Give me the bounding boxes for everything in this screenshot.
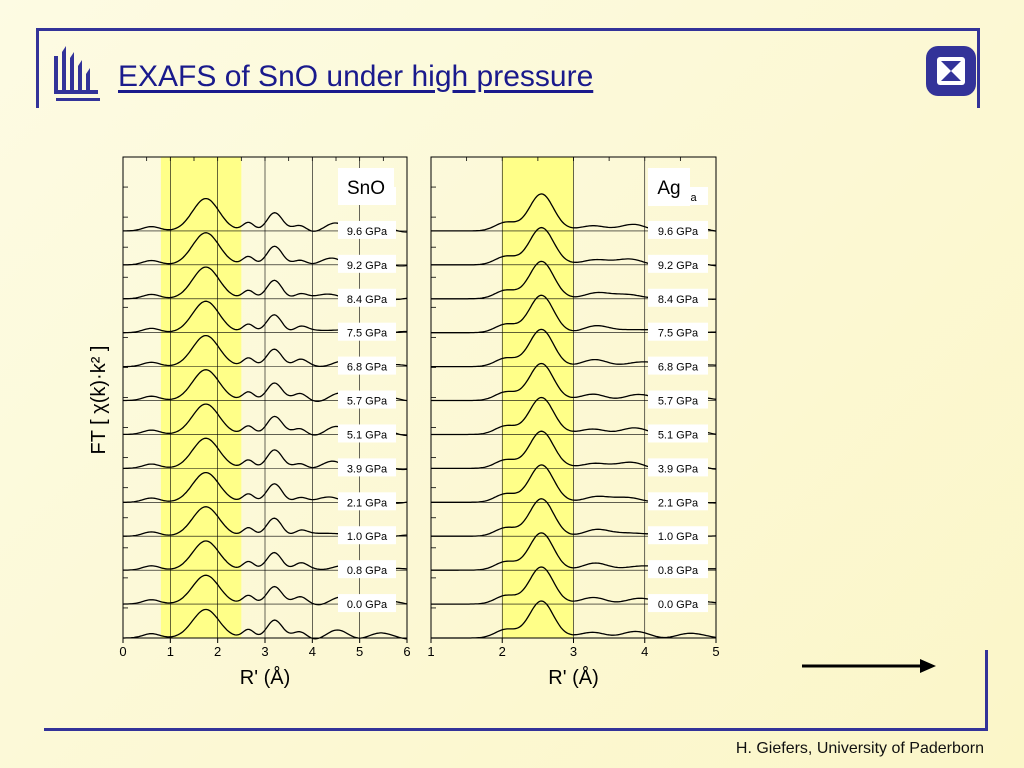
sample-name-box xyxy=(648,168,690,206)
series-label-box xyxy=(338,254,396,273)
highlight-band xyxy=(502,157,574,638)
right-arrow-icon xyxy=(802,659,936,673)
footer-credit: H. Giefers, University of Paderborn xyxy=(735,740,984,757)
x-axis-label: R' (Å) xyxy=(548,666,598,689)
series-label: 3.9 GPa xyxy=(347,463,388,475)
slide-title: EXAFS of SnO under high pressure xyxy=(118,60,594,93)
series-label: 8.4 GPa xyxy=(658,294,699,306)
series-label-box xyxy=(648,560,708,579)
series-label: 5.7 GPa xyxy=(658,396,699,408)
frame-bottom-right-bar xyxy=(985,650,988,730)
series-label-box xyxy=(648,254,708,273)
series-label: 2.1 GPa xyxy=(658,497,699,509)
series-label-box xyxy=(338,526,396,545)
x-tick-label: 5 xyxy=(356,644,363,659)
series-label-box xyxy=(338,322,396,341)
series-label-box xyxy=(338,288,396,307)
x-tick-label: 1 xyxy=(427,644,434,659)
frame-top-right-bar xyxy=(977,28,980,108)
series-label: 7.5 GPa xyxy=(347,328,388,340)
series-label: 8.4 GPa xyxy=(347,294,388,306)
highlight-band xyxy=(160,157,242,638)
series-label-box xyxy=(648,424,708,443)
series-label: 1.0 GPa xyxy=(658,531,699,543)
series-label: 5.1 GPa xyxy=(658,429,699,441)
university-logo-icon xyxy=(54,46,100,101)
x-axis-label: R' (Å) xyxy=(240,666,290,689)
series-label-box xyxy=(338,356,396,375)
x-tick-label: 2 xyxy=(214,644,221,659)
x-tick-label: 3 xyxy=(261,644,268,659)
series-label-box xyxy=(648,288,708,307)
series-label: 6.8 GPa xyxy=(658,362,699,374)
series-label: 0.0 GPa xyxy=(347,599,388,611)
series-label: 0.8 GPa xyxy=(658,565,699,577)
sample-name-box xyxy=(338,168,394,204)
series-label: 2.1 GPa xyxy=(347,497,388,509)
series-label-box xyxy=(338,594,396,613)
series-label: 3.9 GPa xyxy=(658,463,699,475)
series-label-box xyxy=(648,322,708,341)
series-label-box xyxy=(338,390,396,409)
series-curve xyxy=(431,600,717,639)
series-label: 0.0 GPa xyxy=(658,599,699,611)
series-label-box xyxy=(648,594,708,613)
frame-left-bar xyxy=(36,28,39,108)
series-label: 6.8 GPa xyxy=(347,362,388,374)
series-label-box xyxy=(648,220,708,239)
x-tick-label: 0 xyxy=(119,644,126,659)
series-label-box xyxy=(338,492,396,511)
series-curve xyxy=(123,608,408,640)
x-tick-label: 3 xyxy=(570,644,577,659)
x-tick-label: 6 xyxy=(403,644,410,659)
series-label-box xyxy=(648,390,708,409)
x-tick-label: 4 xyxy=(641,644,648,659)
series-label: 7.5 GPa xyxy=(658,328,699,340)
sample-name: Ag xyxy=(657,178,680,199)
x-tick-label: 5 xyxy=(712,644,719,659)
series-label-box xyxy=(648,458,708,477)
institute-logo-icon xyxy=(926,46,976,96)
frame-bottom-bar xyxy=(44,728,988,731)
series-label-box xyxy=(648,492,708,511)
series-label: 9.2 GPa xyxy=(347,260,388,272)
series-label: 9.6 GPa xyxy=(658,226,699,238)
series-label-box xyxy=(338,458,396,477)
series-label-box xyxy=(338,220,396,239)
series-label: 5.7 GPa xyxy=(347,396,388,408)
x-tick-label: 1 xyxy=(167,644,174,659)
frame-top-bar xyxy=(36,28,980,31)
series-label: 9.6 GPa xyxy=(347,226,388,238)
series-label: 9.2 GPa xyxy=(658,260,699,272)
series-label-box xyxy=(648,356,708,375)
y-axis-label: FT [ χ(k)·k² ] xyxy=(88,346,110,455)
series-label-box xyxy=(338,424,396,443)
x-tick-label: 2 xyxy=(499,644,506,659)
series-label-box xyxy=(648,526,708,545)
series-label-box xyxy=(338,560,396,579)
x-tick-label: 4 xyxy=(309,644,316,659)
series-label: 0.8 GPa xyxy=(347,565,388,577)
series-label: 1.0 GPa xyxy=(347,531,388,543)
sample-name: SnO xyxy=(347,178,385,199)
series-label: 5.1 GPa xyxy=(347,429,388,441)
